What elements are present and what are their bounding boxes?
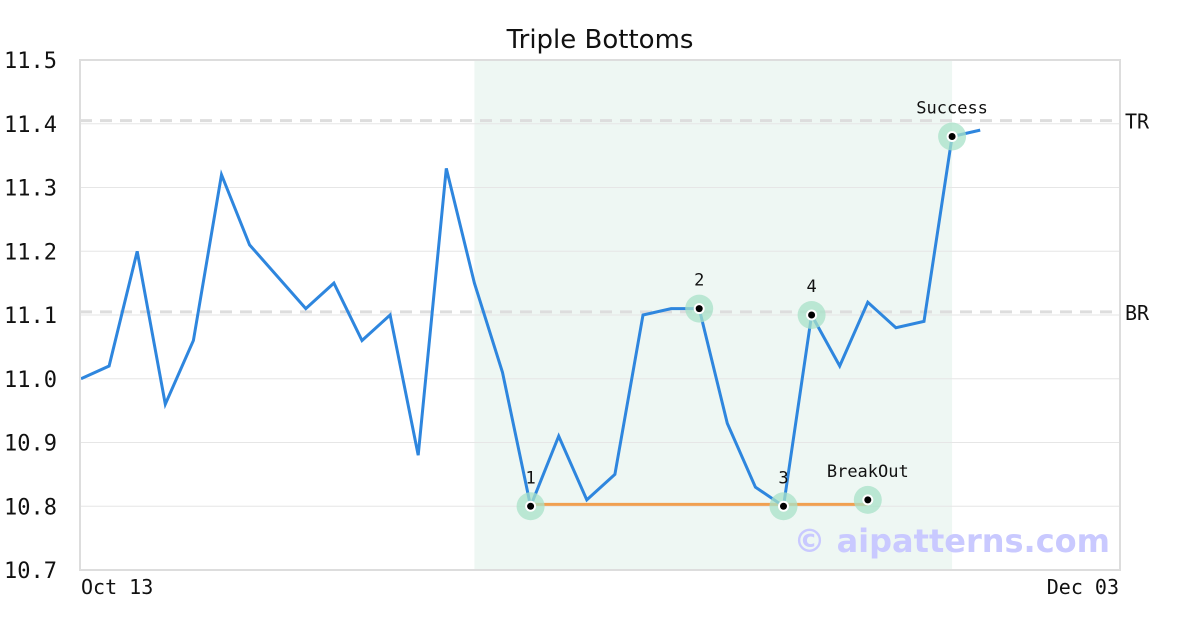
y-tick-label: 11.4 [4, 113, 57, 138]
y-tick-label: 11.0 [4, 368, 57, 393]
marker-label-4: 4 [806, 277, 816, 297]
watermark: © aipatterns.com [793, 522, 1110, 560]
reference-label-tr: TR [1125, 110, 1150, 134]
marker-dot-2 [695, 305, 703, 313]
reference-label-br: BR [1125, 301, 1150, 325]
marker-label-1: 1 [525, 468, 535, 488]
marker-label-success: Success [916, 99, 988, 119]
marker-dot-success [948, 133, 956, 140]
marker-label-3: 3 [778, 468, 788, 488]
marker-label-breakout: BreakOut [827, 462, 909, 482]
y-tick-label: 11.1 [4, 304, 57, 329]
y-tick-label: 11.3 [4, 177, 57, 202]
y-tick-label: 10.7 [4, 559, 57, 584]
marker-label-2: 2 [694, 271, 704, 291]
y-tick-label: 10.9 [4, 432, 57, 457]
marker-dot-1 [527, 502, 535, 510]
x-tick-start: Oct 13 [81, 575, 153, 599]
y-tick-label: 11.2 [4, 240, 57, 265]
y-tick-label: 10.8 [4, 495, 57, 520]
y-axis-ticks: 10.7 10.8 10.9 11.0 11.1 11.2 11.3 11.4 11.5 [4, 49, 57, 584]
marker-dot-3 [780, 502, 787, 510]
x-tick-end: Dec 03 [1047, 575, 1119, 599]
chart-title: Triple Bottoms [506, 25, 694, 55]
plot-frame-layer [79, 59, 1121, 571]
y-tick-label: 11.5 [4, 49, 57, 74]
reference-lines-layer: TR BR [80, 110, 1150, 325]
pattern-markers-layer: 1 2 3 4 BreakOut Success [516, 99, 988, 521]
marker-dot-breakout [864, 496, 872, 504]
marker-dot-4 [808, 311, 816, 319]
plot-frame [79, 59, 1121, 571]
